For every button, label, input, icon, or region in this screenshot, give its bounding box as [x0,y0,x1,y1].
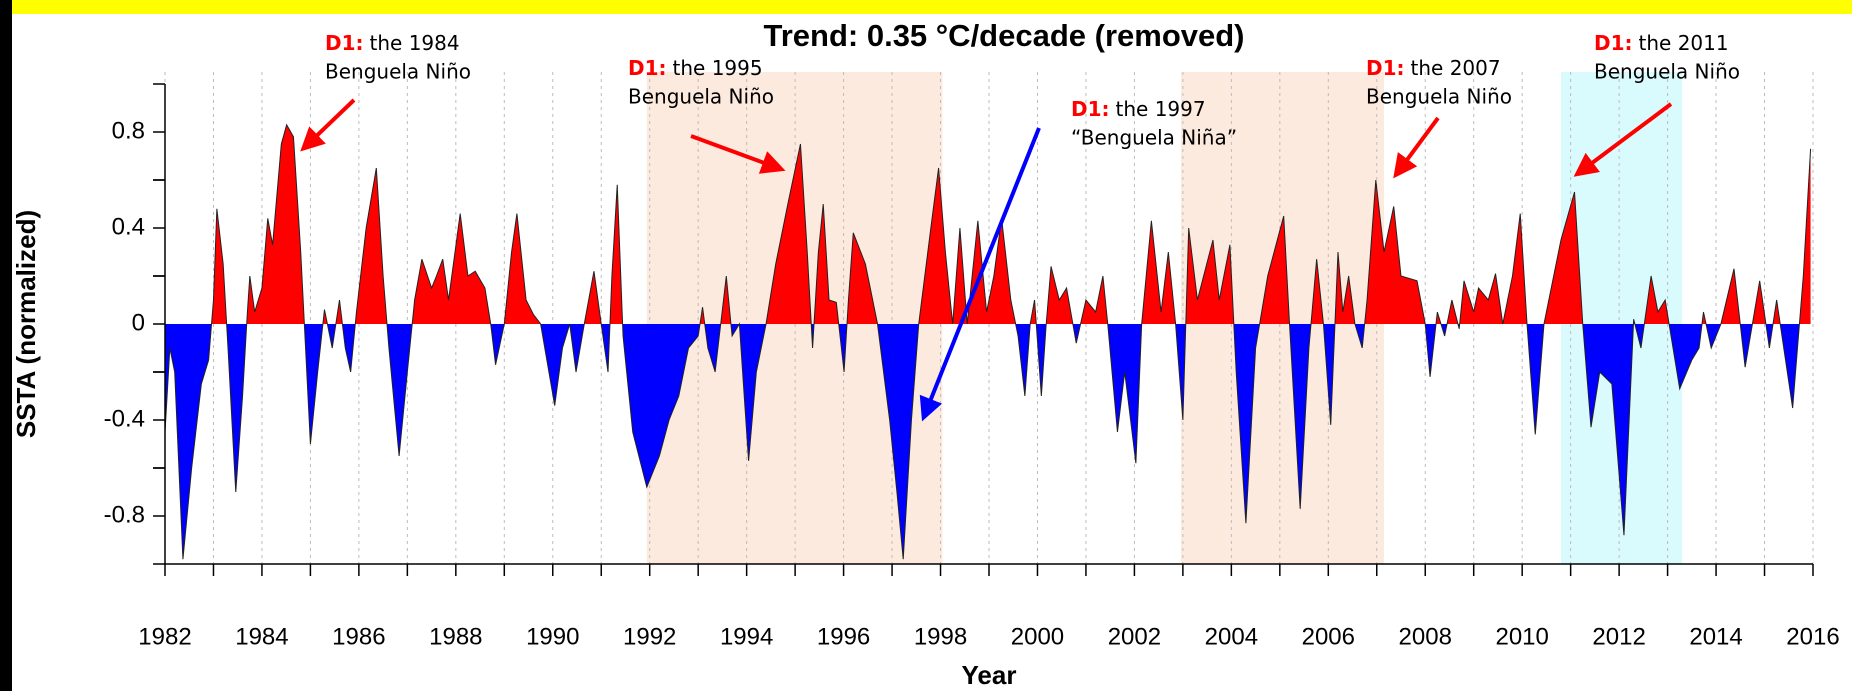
annotation-text: Benguela Niño [1594,60,1740,84]
x-tick-label: 2016 [1786,623,1839,650]
annotation-text: Benguela Niño [628,85,774,109]
x-tick-label: 2000 [1011,623,1064,650]
annotation-arrow [1573,102,1673,177]
annotation-arrow [300,98,356,152]
top-border [0,0,1852,14]
series-outline [164,123,1812,560]
x-tick-label: 1998 [914,623,967,650]
annotation-label: D1: [628,56,667,80]
x-tick-label: 1986 [332,623,385,650]
annotation-arrow [919,127,1041,422]
annotation-text: the 2007 [1411,56,1501,80]
x-tick-label: 1994 [720,623,773,650]
annotation-text: Benguela Niño [1366,85,1512,109]
y-tick-label: 0.8 [112,117,145,144]
annotation-text: “Benguela Niña” [1071,126,1237,150]
x-tick-label: 2006 [1302,623,1355,650]
annotation-text: the 2011 [1639,31,1729,55]
annotation: D1: the 2007 [1366,56,1501,80]
y-tick-label: 0.4 [112,213,145,240]
annotation-text: the 1995 [673,56,763,80]
x-axis-label: Year [962,660,1017,690]
annotation-arrow [690,134,786,174]
x-tick-label: 2002 [1108,623,1161,650]
annotation-label: D1: [1366,56,1405,80]
y-tick-label: -0.4 [104,405,145,432]
annotation-label: D1: [1071,97,1110,121]
left-border [0,0,12,691]
annotation-text: the 1997 [1116,97,1206,121]
x-tick-label: 1990 [526,623,579,650]
x-tick-label: 1984 [235,623,288,650]
annotation-label: D1: [1594,31,1633,55]
annotation-label: D1: [325,31,364,55]
annotation-arrow [1393,116,1440,179]
x-tick-label: 1982 [138,623,191,650]
y-tick-label: -0.8 [104,501,145,528]
chart-title: Trend: 0.35 °C/decade (removed) [764,18,1245,53]
x-tick-label: 2010 [1495,623,1548,650]
annotation: D1: the 2011 [1594,31,1729,55]
x-tick-label: 2004 [1205,623,1258,650]
annotation: D1: the 1995 [628,56,763,80]
x-tick-label: 2014 [1689,623,1742,650]
y-axis-label: SSTA (normalized) [11,210,41,438]
x-tick-label: 2008 [1399,623,1452,650]
x-tick-label: 1988 [429,623,482,650]
annotation-text: Benguela Niño [325,60,471,84]
annotation: D1: the 1997 [1071,97,1206,121]
annotation: D1: the 1984 [325,31,460,55]
x-tick-label: 2012 [1592,623,1645,650]
annotation-text: the 1984 [370,31,460,55]
positive-area [165,124,1811,324]
x-tick-label: 1996 [817,623,870,650]
x-tick-label: 1992 [623,623,676,650]
y-tick-label: 0 [132,309,145,336]
